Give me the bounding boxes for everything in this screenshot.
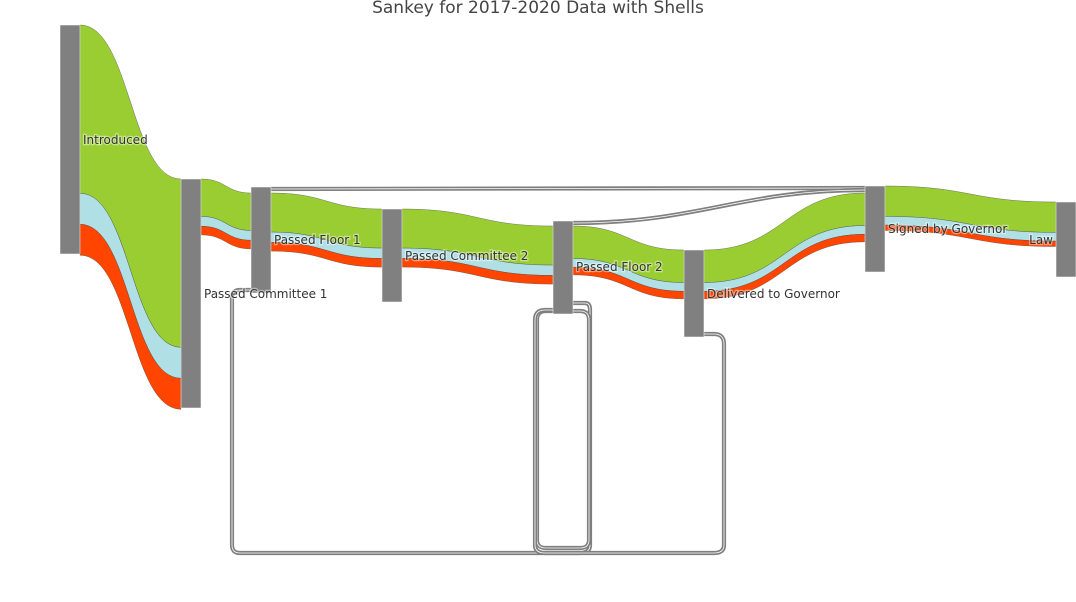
node-passed-committee-2[interactable] <box>381 208 403 303</box>
node-passed-floor-2[interactable] <box>552 220 574 315</box>
node-label-passed-committee-1: Passed Committee 1 <box>204 287 327 301</box>
node-delivered-to-governor[interactable] <box>683 249 705 338</box>
node-law[interactable] <box>1055 201 1076 278</box>
node-label-passed-committee-2: Passed Committee 2 <box>405 249 528 263</box>
node-passed-floor-1[interactable] <box>250 186 272 294</box>
node-signed-by-governor[interactable] <box>864 185 886 273</box>
node-passed-committee-1[interactable] <box>180 178 202 409</box>
node-label-introduced: Introduced <box>83 133 148 147</box>
link-passed-floor-2-to-passed-committee-1[interactable] <box>229 287 593 556</box>
chart-title: Sankey for 2017-2020 Data with Shells <box>372 0 704 18</box>
node-label-signed-by-governor: Signed by Governor <box>888 222 1007 236</box>
sankey-nodes <box>59 24 1076 409</box>
link-passed-floor-2-to-signed-by-governor[interactable] <box>572 187 866 226</box>
node-introduced[interactable] <box>59 24 81 255</box>
node-label-law: Law <box>1029 233 1053 247</box>
node-label-passed-floor-1: Passed Floor 1 <box>274 233 361 247</box>
link-introduced-to-passed-committee-1-band-3[interactable] <box>79 224 182 410</box>
link-delivered-to-governor-to-passed-floor-2[interactable] <box>532 307 727 556</box>
node-label-delivered-to-governor: Delivered to Governor <box>707 287 840 301</box>
link-passed-floor-2-to-passed-floor-2[interactable] <box>534 308 592 551</box>
link-passed-floor-1-to-signed-by-governor[interactable] <box>270 185 866 192</box>
sankey-links <box>79 24 1057 410</box>
sankey-node-labels: Introduced Passed Committee 1 Passed Floor… <box>82 132 1055 303</box>
backflow-links <box>229 185 866 556</box>
node-label-passed-floor-2: Passed Floor 2 <box>576 260 663 274</box>
